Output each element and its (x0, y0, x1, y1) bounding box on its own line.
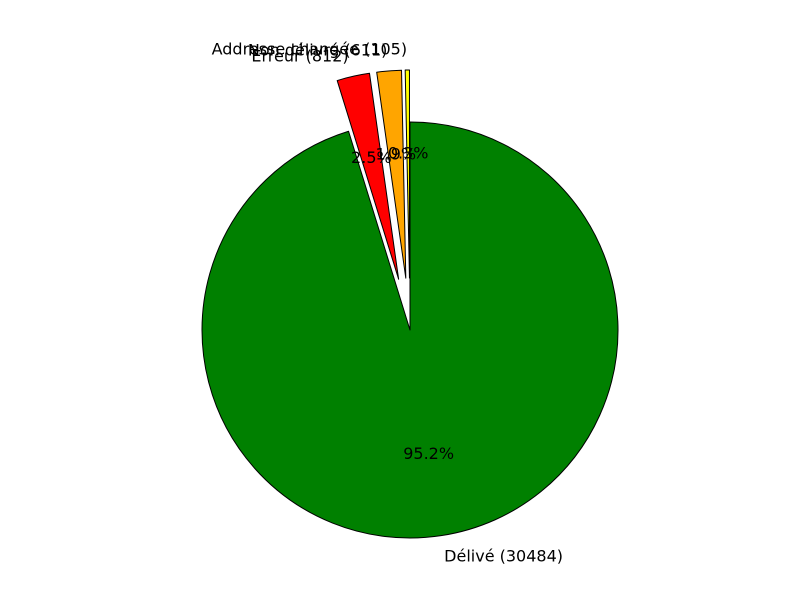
pct-label-delive: 95.2% (403, 444, 454, 463)
pct-label-erreur: 2.5% (351, 148, 392, 167)
pct-label-non-delivre: 1.9% (375, 144, 416, 163)
slice-label-delive: Délivé (30484) (444, 547, 563, 566)
slice-label-addresse-changee: Addresse changée (105) (212, 40, 407, 59)
pie-slice-non-delivre (376, 69, 407, 279)
slice-labels: Délivé (30484) Erreur (812)Non délivré (6… (212, 40, 563, 566)
pie-slice-addresse-changee (404, 69, 410, 279)
pct-label-addresse-changee: 0.3% (388, 144, 429, 163)
slice-label-non-delivre: Non délivré (611) (248, 41, 388, 60)
percent-labels: 95.2% 2.5%1.9%0.3% (351, 144, 454, 463)
pie-slice-erreur (336, 72, 400, 280)
pie-slice-delive (201, 121, 619, 539)
slice-label-erreur: Erreur (812) (251, 46, 348, 65)
pie-slices (201, 69, 619, 539)
